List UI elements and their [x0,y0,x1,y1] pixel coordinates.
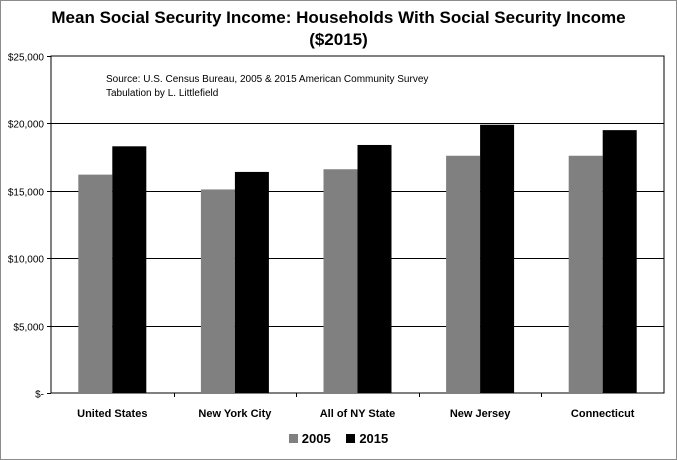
legend-swatch-2015 [346,434,355,443]
bar-2005 [78,175,112,393]
y-tick-label: $25,000 [8,53,45,64]
y-tick-label: $5,000 [13,323,44,334]
y-tick-label: $15,000 [8,188,45,199]
x-tick-label: New York City [198,408,272,420]
bar-2005 [446,156,480,393]
source-note: Source: U.S. Census Bureau, 2005 & 2015 … [106,74,428,85]
y-tick-label: $- [35,390,44,401]
legend-item-2015: 2015 [346,431,388,446]
x-tick-label: United States [77,408,147,420]
x-tick-label: Connecticut [571,408,635,420]
bar-2015 [480,125,514,393]
bar-2015 [603,130,637,393]
bar-chart: $- $5,000 $10,000 $15,000 $20,000 $25,000 Unit… [0,0,677,460]
source-note: Tabulation by L. Littlefield [106,88,218,99]
x-tick-label: All of NY State [320,408,396,420]
x-tick-label: New Jersey [450,408,511,420]
legend: 2005 2015 [0,431,677,446]
legend-label-2005: 2005 [302,431,331,446]
legend-swatch-2005 [289,434,298,443]
legend-label-2015: 2015 [359,431,388,446]
y-tick-label: $10,000 [8,255,45,266]
bar-2005 [569,156,603,393]
bar-2015 [358,145,392,393]
bar-2015 [235,172,269,393]
y-tick-label: $20,000 [8,120,45,131]
bar-2005 [324,169,358,393]
bar-2005 [201,189,235,393]
bar-2015 [112,146,146,393]
legend-item-2005: 2005 [289,431,331,446]
